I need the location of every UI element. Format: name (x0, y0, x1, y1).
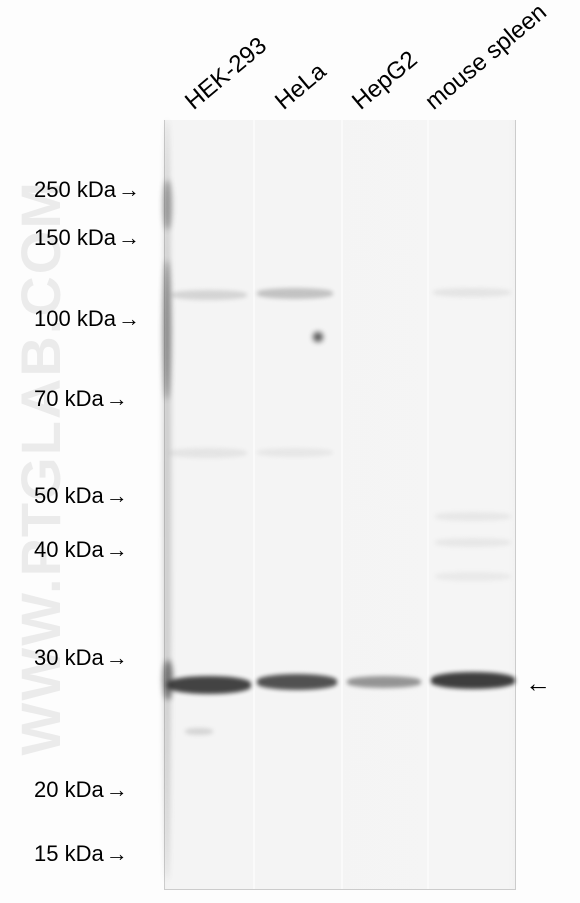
mw-text: 150 kDa (34, 225, 116, 251)
arrow-right-icon: → (106, 645, 128, 671)
mw-label-40: 40 kDa→ (34, 537, 128, 563)
protein-band (433, 288, 511, 297)
lane-labels-container: HEK-293 HeLa HepG2 mouse spleen (0, 0, 580, 120)
protein-band (169, 448, 247, 458)
mw-label-15: 15 kDa→ (34, 841, 128, 867)
arrow-right-icon: → (106, 537, 128, 563)
protein-band (257, 448, 333, 457)
protein-band (257, 288, 333, 299)
blot-smudge (313, 332, 323, 342)
arrow-right-icon: → (106, 777, 128, 803)
protein-band (171, 290, 247, 300)
protein-band (435, 572, 511, 581)
arrow-right-icon: → (118, 306, 140, 332)
mw-label-30: 30 kDa→ (34, 645, 128, 671)
lane-separator (427, 120, 429, 889)
mw-label-100: 100 kDa→ (34, 306, 140, 332)
arrow-right-icon: → (106, 483, 128, 509)
mw-text: 250 kDa (34, 177, 116, 203)
protein-band (431, 672, 515, 689)
lane-label-0: HEK-293 (180, 32, 273, 116)
protein-band (167, 676, 251, 694)
protein-band (257, 674, 337, 690)
arrow-right-icon: → (106, 841, 128, 867)
mw-text: 30 kDa (34, 645, 104, 671)
mw-text: 20 kDa (34, 777, 104, 803)
band-indicator-arrow-icon: ← (525, 668, 551, 699)
mw-label-150: 150 kDa→ (34, 225, 140, 251)
mw-label-70: 70 kDa→ (34, 386, 128, 412)
lane-label-3: mouse spleen (420, 0, 552, 116)
protein-band (347, 676, 421, 688)
mw-label-20: 20 kDa→ (34, 777, 128, 803)
blot-smudge (163, 120, 171, 880)
lane-separator (341, 120, 343, 889)
mw-text: 40 kDa (34, 537, 104, 563)
protein-band (185, 728, 213, 735)
mw-text: 50 kDa (34, 483, 104, 509)
blot-smudge (163, 180, 172, 230)
lane-separator (253, 120, 255, 889)
mw-label-50: 50 kDa→ (34, 483, 128, 509)
lane-label-2: HepG2 (347, 46, 423, 116)
lane-label-1: HeLa (270, 58, 332, 116)
blot-smudge (163, 260, 171, 400)
blot-membrane (164, 120, 516, 890)
mw-text: 100 kDa (34, 306, 116, 332)
arrow-right-icon: → (118, 177, 140, 203)
mw-label-250: 250 kDa→ (34, 177, 140, 203)
protein-band (435, 512, 511, 521)
mw-text: 70 kDa (34, 386, 104, 412)
arrow-right-icon: → (106, 386, 128, 412)
mw-text: 15 kDa (34, 841, 104, 867)
protein-band (435, 538, 511, 547)
arrow-right-icon: → (118, 225, 140, 251)
